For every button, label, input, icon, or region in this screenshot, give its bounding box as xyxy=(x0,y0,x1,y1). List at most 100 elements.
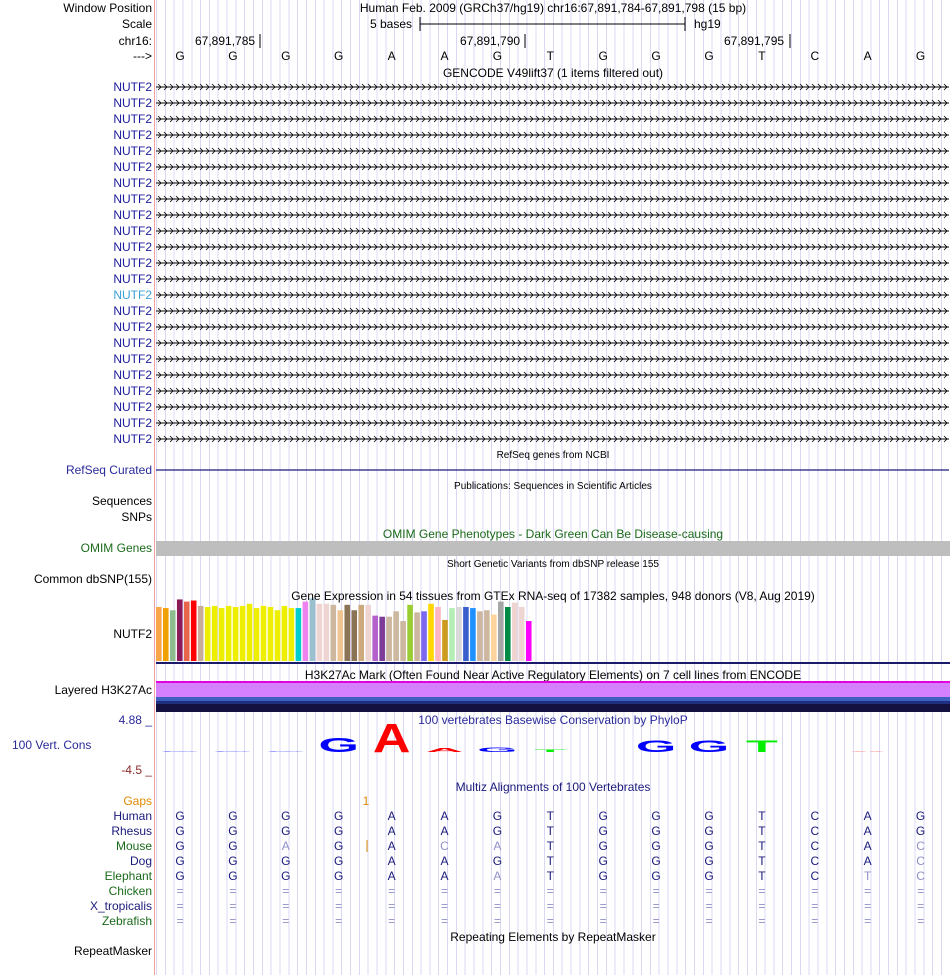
alignment-base: = xyxy=(440,914,448,928)
reference-base: G xyxy=(915,49,926,63)
gene-label-nutf2[interactable]: NUTF2 xyxy=(113,416,152,430)
h3k27ac-label[interactable]: Layered H3K27Ac xyxy=(54,683,152,697)
gene-label-nutf2[interactable]: NUTF2 xyxy=(113,240,152,254)
publications-title[interactable]: Publications: Sequences in Scientific Ar… xyxy=(454,481,652,492)
multiz-title[interactable]: Multiz Alignments of 100 Vertebrates xyxy=(455,780,651,794)
repeatmasker-title[interactable]: Repeating Elements by RepeatMasker xyxy=(450,930,656,944)
alignment-base: = xyxy=(282,884,290,898)
label-sequences[interactable]: Sequences xyxy=(91,494,152,508)
species-label[interactable]: Mouse xyxy=(115,839,152,853)
species-label[interactable]: Dog xyxy=(129,854,152,868)
alignment-base: G xyxy=(704,809,714,823)
gtex-label[interactable]: NUTF2 xyxy=(113,627,152,641)
alignment-base: = xyxy=(335,914,343,928)
repeatmasker-label[interactable]: RepeatMasker xyxy=(73,944,152,958)
alignment-base: = xyxy=(811,914,819,928)
gene-label-nutf2[interactable]: NUTF2 xyxy=(113,352,152,366)
alignment-base: G xyxy=(281,824,291,838)
alignment-base: = xyxy=(546,914,554,928)
alignment-base: = xyxy=(176,884,184,898)
gene-label-nutf2[interactable]: NUTF2 xyxy=(113,208,152,222)
h3k27ac-title[interactable]: H3K27Ac Mark (Often Found Near Active Re… xyxy=(304,668,802,682)
alignment-base: = xyxy=(652,899,660,913)
alignment-base: T xyxy=(758,809,766,823)
dbsnp-title[interactable]: Short Genetic Variants from dbSNP releas… xyxy=(447,559,659,570)
h3k27ac-layer xyxy=(156,697,950,701)
gaps-label[interactable]: Gaps xyxy=(123,794,152,808)
species-label[interactable]: Rhesus xyxy=(111,824,152,838)
gtex-bar xyxy=(204,607,211,661)
species-label[interactable]: Zebrafish xyxy=(101,914,152,928)
omim-title[interactable]: OMIM Gene Phenotypes - Dark Green Can Be… xyxy=(382,527,724,541)
alignment-base: = xyxy=(388,899,396,913)
alignment-base: G xyxy=(492,824,503,838)
phylop-title[interactable]: 100 vertebrates Basewise Conservation by… xyxy=(418,713,688,727)
conservation-letter: G xyxy=(318,734,358,757)
strand-arrows xyxy=(157,371,948,379)
gtex-bar xyxy=(211,605,218,661)
gene-label-nutf2[interactable]: NUTF2 xyxy=(113,384,152,398)
strand-arrows xyxy=(157,435,948,443)
gene-label-nutf2[interactable]: NUTF2 xyxy=(113,160,152,174)
species-label[interactable]: Human xyxy=(113,809,152,823)
alignment-base: C xyxy=(810,839,820,853)
gene-label-nutf2[interactable]: NUTF2 xyxy=(113,96,152,110)
alignment-base: = xyxy=(493,899,501,913)
gencode-title[interactable]: GENCODE V49lift37 (1 items filtered out) xyxy=(442,66,664,80)
gtex-bar xyxy=(365,604,371,661)
gap-count: 1 xyxy=(362,794,370,808)
gene-label-nutf2[interactable]: NUTF2 xyxy=(113,80,152,94)
gene-label-nutf2[interactable]: NUTF2 xyxy=(113,256,152,270)
label-divider[interactable] xyxy=(154,0,155,975)
phylop-max: 4.88 _ xyxy=(118,713,152,727)
gene-label-nutf2[interactable]: NUTF2 xyxy=(113,224,152,238)
species-label[interactable]: Chicken xyxy=(108,884,152,898)
gene-label-nutf2[interactable]: NUTF2 xyxy=(113,432,152,446)
gtex-bar xyxy=(281,605,288,661)
alignment-base: G xyxy=(175,854,185,868)
gene-label-nutf2[interactable]: NUTF2 xyxy=(113,288,152,302)
alignment-base: A xyxy=(440,854,449,868)
gtex-bar xyxy=(253,608,260,661)
alignment-base: = xyxy=(758,899,766,913)
gene-label-nutf2[interactable]: NUTF2 xyxy=(113,320,152,334)
gtex-bar xyxy=(169,610,176,661)
gene-label-nutf2[interactable]: NUTF2 xyxy=(113,304,152,318)
gene-label-nutf2[interactable]: NUTF2 xyxy=(113,128,152,142)
gene-label-nutf2[interactable]: NUTF2 xyxy=(113,336,152,350)
gene-label-nutf2[interactable]: NUTF2 xyxy=(113,272,152,286)
alignment-base: G xyxy=(651,854,661,868)
gene-label-nutf2[interactable]: NUTF2 xyxy=(113,368,152,382)
refseq-title[interactable]: RefSeq genes from NCBI xyxy=(496,450,610,461)
gene-label-nutf2[interactable]: NUTF2 xyxy=(113,176,152,190)
alignment-base: = xyxy=(652,884,660,898)
gene-label-nutf2[interactable]: NUTF2 xyxy=(113,112,152,126)
species-label[interactable]: Elephant xyxy=(104,869,152,883)
gtex-bar xyxy=(295,608,302,661)
gtex-bar xyxy=(463,607,469,661)
omim-label[interactable]: OMIM Genes xyxy=(80,541,152,555)
refseq-label[interactable]: RefSeq Curated xyxy=(65,463,152,477)
alignment-base: A xyxy=(387,824,396,838)
phylop-label[interactable]: 100 Vert. Cons xyxy=(12,738,92,752)
label-window-position: Window Position xyxy=(63,1,152,15)
gene-label-nutf2[interactable]: NUTF2 xyxy=(113,400,152,414)
gtex-title[interactable]: Gene Expression in 54 tissues from GTEx … xyxy=(291,589,815,603)
alignment-base: A xyxy=(863,809,872,823)
alignment-base: G xyxy=(228,809,238,823)
dbsnp-label[interactable]: Common dbSNP(155) xyxy=(33,572,152,586)
alignment-base: = xyxy=(229,899,237,913)
gtex-bar xyxy=(309,598,316,661)
gtex-bar xyxy=(393,611,399,661)
alignment-base: = xyxy=(599,884,607,898)
gtex-bar xyxy=(162,608,169,661)
gene-label-nutf2[interactable]: NUTF2 xyxy=(113,144,152,158)
species-label[interactable]: X_tropicalis xyxy=(89,899,152,913)
gtex-bar xyxy=(386,616,392,661)
omim-gene-bar[interactable] xyxy=(156,541,950,556)
gene-label-nutf2[interactable]: NUTF2 xyxy=(113,192,152,206)
label-snps[interactable]: SNPs xyxy=(121,510,152,524)
alignment-base: = xyxy=(811,884,819,898)
h3k27ac-layer xyxy=(156,701,950,704)
alignment-base: A xyxy=(440,869,449,883)
